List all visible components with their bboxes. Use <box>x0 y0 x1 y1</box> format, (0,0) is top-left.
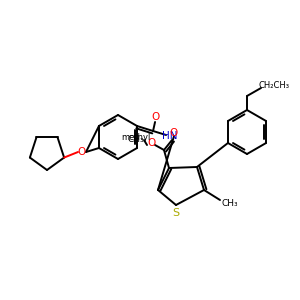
Text: methyl: methyl <box>121 134 151 142</box>
Text: O: O <box>151 112 159 122</box>
Text: CH₂CH₃: CH₂CH₃ <box>259 82 290 91</box>
Text: O: O <box>78 147 86 157</box>
Text: CH₃: CH₃ <box>128 134 144 143</box>
Text: HN: HN <box>162 131 178 141</box>
Text: O: O <box>147 138 155 148</box>
Text: S: S <box>172 208 180 218</box>
Text: CH₃: CH₃ <box>222 199 238 208</box>
Text: O: O <box>169 128 177 138</box>
